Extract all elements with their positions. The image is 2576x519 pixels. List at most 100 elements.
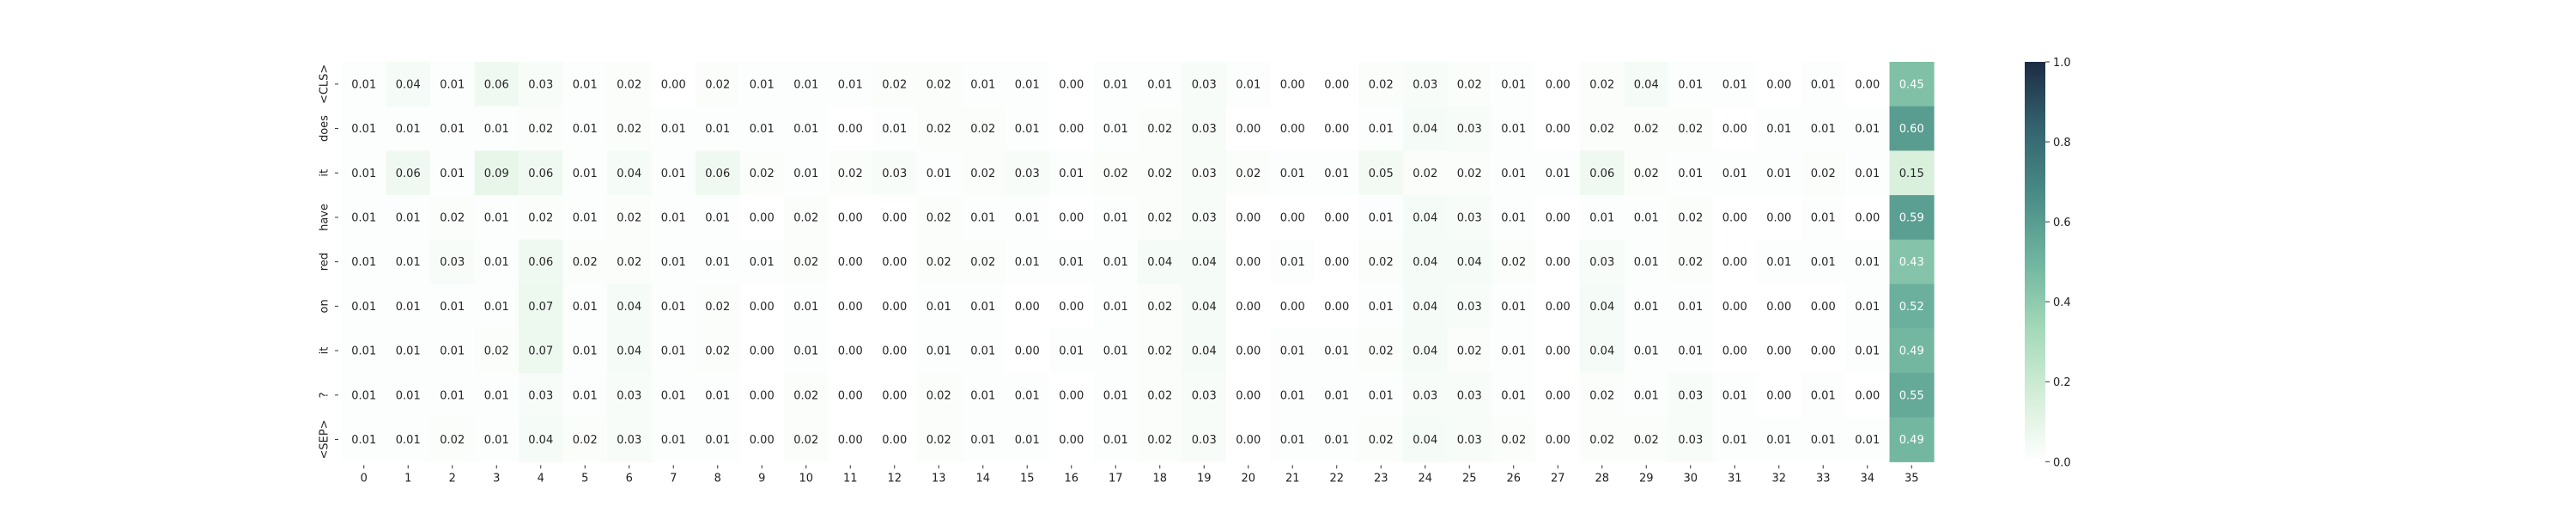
cell-value-label: 0.09 [484,168,509,180]
cell-value-label: 0.01 [573,168,598,180]
cell-value-label: 0.00 [1236,434,1261,447]
heatmap-cell [519,328,564,374]
cell-value-label: 0.01 [1103,78,1128,91]
cell-value-label: 0.02 [1147,211,1172,224]
heatmap-cell [519,284,564,329]
cell-value-label: 0.03 [528,389,553,402]
heatmap-cell [1801,328,1846,374]
heatmap-cell [1403,150,1449,196]
cell-value-label: 0.00 [1811,345,1836,358]
cell-value-label: 0.01 [1766,256,1791,269]
cell-value-label: 0.00 [1324,256,1349,269]
x-tick-label: 17 [1109,472,1123,485]
heatmap-cell [1801,239,1846,285]
cell-value-label: 0.01 [750,78,775,91]
cell-value-label: 0.01 [484,301,509,314]
cell-value-label: 0.01 [440,78,465,91]
heatmap-cell [607,195,653,241]
x-tick-label: 5 [581,472,588,485]
heatmap-cell [1668,106,1714,151]
cell-value-label: 0.01 [1634,211,1659,224]
cell-value-label: 0.00 [882,389,907,402]
cell-value-label: 0.00 [882,345,907,358]
colorbar-tick-label: 0.4 [2053,296,2071,309]
y-tick-label: on [319,299,331,313]
cell-value-label: 0.02 [1589,78,1614,91]
cell-value-label: 0.02 [1369,345,1394,358]
heatmap-cell [1182,106,1227,151]
cell-value-label: 0.01 [1501,168,1526,180]
heatmap-cell [1492,62,1537,107]
cell-value-label: 0.04 [528,434,553,447]
heatmap-cell [739,417,785,462]
cell-value-label: 0.01 [1103,434,1128,447]
heatmap-cell [1535,417,1581,462]
heatmap-cell [1049,62,1095,107]
cell-value-label: 0.00 [882,301,907,314]
cell-value-label: 0.00 [1546,301,1571,314]
heatmap-cell [1712,284,1758,329]
cell-value-label: 0.43 [1899,256,1924,269]
heatmap-cell [916,328,962,374]
heatmap-cell [1845,150,1891,196]
heatmap-cell [1358,328,1404,374]
heatmap-cell [696,62,741,107]
heatmap-cell [1801,284,1846,329]
cell-value-label: 0.01 [1324,168,1349,180]
cell-value-label: 0.03 [1678,434,1703,447]
heatmap-cell [1138,417,1183,462]
heatmap-cell [1624,106,1669,151]
heatmap-cell [916,284,962,329]
x-tick-label: 0 [361,472,368,485]
cell-value-label: 0.00 [1766,301,1791,314]
cell-value-label: 0.00 [661,78,686,91]
x-tick-label: 34 [1860,472,1874,485]
heatmap-cell [1757,150,1802,196]
heatmap-cell [1712,195,1758,241]
cell-value-label: 0.02 [705,78,730,91]
cell-value-label: 0.03 [1678,389,1703,402]
cell-value-label: 0.01 [1501,301,1526,314]
cell-value-label: 0.00 [1236,389,1261,402]
heatmap-cell [1492,195,1537,241]
heatmap-cell [1358,62,1404,107]
cell-value-label: 0.00 [1855,389,1880,402]
cell-value-label: 0.02 [1678,256,1703,269]
heatmap-cell [784,195,829,241]
x-tick-label: 25 [1462,472,1477,485]
x-tick-label: 11 [843,472,858,485]
heatmap-cell [1535,328,1581,374]
heatmap-cell [474,284,519,329]
cell-value-label: 0.02 [528,123,553,136]
cell-value-label: 0.01 [793,301,818,314]
cell-value-label: 0.02 [1501,256,1526,269]
heatmap-cell [1403,195,1449,241]
x-tick-label: 26 [1506,472,1521,485]
heatmap-cell [1580,372,1625,418]
cell-value-label: 0.00 [838,256,863,269]
heatmap-cell [739,195,785,241]
heatmap-cell [1403,328,1449,374]
heatmap-cell [1403,106,1449,151]
cell-value-label: 0.01 [1015,389,1040,402]
heatmap-cell [1889,372,1935,418]
heatmap-cell [1845,62,1891,107]
heatmap-cell [1270,372,1315,418]
cell-value-label: 0.01 [661,123,686,136]
heatmap-cell [1492,417,1537,462]
cell-value-label: 0.04 [1192,256,1217,269]
heatmap-cell [784,106,829,151]
cell-value-label: 0.06 [705,168,730,180]
cell-value-label: 0.00 [1236,301,1261,314]
y-tick-label: <SEP> [319,419,331,459]
cell-value-label: 0.01 [484,434,509,447]
cell-value-label: 0.04 [1413,434,1437,447]
cell-value-label: 0.00 [1236,345,1261,358]
heatmap-cell [1182,62,1227,107]
heatmap-cell [1226,62,1272,107]
cell-value-label: 0.00 [1766,345,1791,358]
heatmap-cell [1226,417,1272,462]
heatmap-cell [562,284,608,329]
heatmap-cell [696,372,741,418]
